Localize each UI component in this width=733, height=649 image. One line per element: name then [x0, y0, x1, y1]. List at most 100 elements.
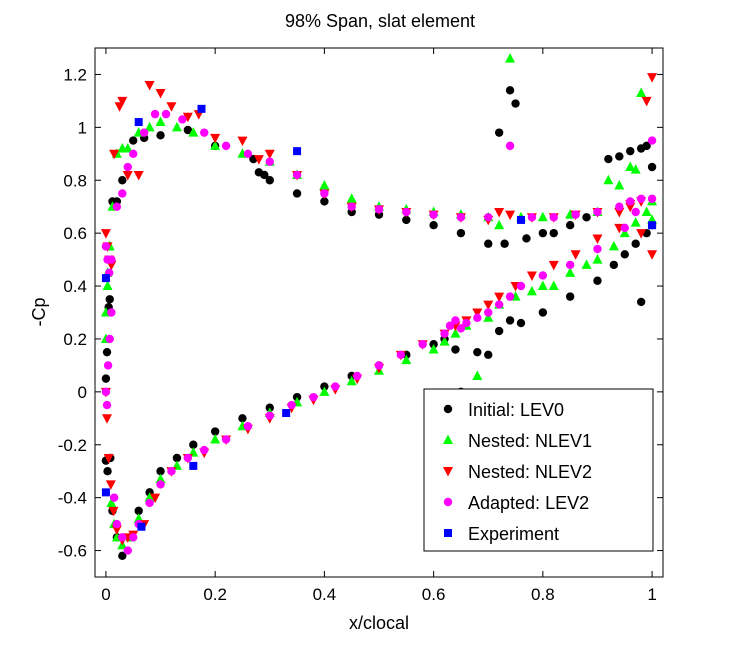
- data-point: [548, 260, 559, 271]
- data-point: [117, 96, 128, 107]
- legend-label: Adapted: LEV2: [468, 493, 589, 513]
- data-point: [200, 128, 209, 137]
- data-point: [516, 281, 526, 291]
- data-point: [347, 202, 356, 211]
- data-point: [102, 414, 113, 424]
- data-point: [320, 189, 329, 198]
- data-point: [456, 324, 466, 333]
- data-point: [456, 213, 466, 222]
- data-point: [331, 382, 340, 391]
- y-tick-label: 0.4: [63, 277, 87, 296]
- data-point: [197, 104, 206, 113]
- data-point: [537, 280, 548, 291]
- data-point: [549, 213, 558, 222]
- data-point: [144, 81, 155, 91]
- data-point: [462, 318, 471, 328]
- data-point: [505, 53, 516, 63]
- data-point: [609, 260, 619, 270]
- legend-label: Experiment: [468, 524, 559, 544]
- data-point: [237, 136, 248, 147]
- data-point: [494, 326, 504, 336]
- data-point: [647, 194, 657, 203]
- data-point: [620, 223, 629, 233]
- data-point: [505, 86, 515, 95]
- data-point: [243, 149, 253, 158]
- data-point: [636, 87, 647, 97]
- data-point: [346, 375, 357, 386]
- data-point: [526, 271, 537, 281]
- data-point: [626, 197, 635, 206]
- data-point: [118, 533, 127, 542]
- data-point: [472, 370, 483, 380]
- data-point: [167, 467, 176, 476]
- data-point: [526, 285, 537, 296]
- data-point: [171, 121, 182, 132]
- data-point: [108, 506, 119, 517]
- data-point: [456, 228, 466, 238]
- data-point: [494, 128, 504, 137]
- data-point: [396, 350, 406, 360]
- data-point: [103, 467, 112, 476]
- data-point: [221, 435, 231, 444]
- data-point: [648, 221, 657, 230]
- data-point: [264, 149, 275, 160]
- data-point: [320, 197, 329, 206]
- x-tick-label: 0.8: [531, 585, 555, 604]
- data-point: [484, 350, 493, 360]
- data-point: [134, 506, 143, 516]
- data-point: [571, 210, 580, 219]
- y-tick-label: 0.8: [63, 171, 87, 190]
- data-point: [293, 147, 302, 156]
- data-point: [472, 308, 483, 318]
- data-point: [238, 414, 247, 423]
- data-point: [565, 267, 576, 277]
- data-point: [103, 453, 114, 464]
- data-point: [494, 219, 505, 230]
- data-point: [565, 292, 575, 301]
- y-tick-label: 0.2: [63, 330, 87, 349]
- legend-marker: [443, 497, 453, 507]
- y-axis-label: -Cp: [29, 297, 49, 326]
- data-point: [581, 259, 592, 269]
- data-point: [102, 347, 112, 357]
- data-point: [445, 321, 455, 330]
- data-point: [439, 336, 450, 346]
- data-point: [129, 149, 138, 158]
- data-point: [253, 155, 264, 165]
- data-point: [155, 116, 166, 127]
- data-point: [418, 340, 427, 349]
- data-point: [155, 473, 166, 484]
- data-point: [210, 427, 220, 436]
- data-point: [118, 551, 127, 561]
- data-point: [500, 239, 509, 248]
- data-point: [172, 453, 182, 463]
- data-point: [210, 433, 221, 444]
- data-point: [494, 292, 505, 303]
- data-point: [183, 453, 193, 463]
- data-point: [188, 127, 199, 137]
- data-point: [647, 250, 658, 260]
- data-point: [538, 271, 548, 280]
- data-point: [451, 345, 460, 354]
- data-point: [374, 205, 384, 214]
- data-point: [450, 328, 461, 338]
- data-point: [144, 121, 155, 132]
- x-tick-label: 0.4: [313, 585, 337, 604]
- data-point: [122, 170, 133, 181]
- chart-title: 98% Span, slat element: [285, 11, 475, 31]
- data-point: [137, 522, 146, 531]
- data-point: [630, 217, 641, 227]
- data-point: [155, 88, 166, 99]
- data-point: [260, 170, 269, 180]
- legend-label: Nested: NLEV2: [468, 462, 592, 482]
- data-point: [189, 440, 198, 449]
- x-axis-label: x/clocal: [349, 613, 409, 633]
- data-point: [100, 229, 111, 239]
- data-point: [109, 149, 120, 160]
- legend-label: Initial: LEV0: [468, 400, 564, 420]
- data-point: [287, 400, 296, 410]
- data-point: [133, 170, 144, 181]
- x-tick-label: 1: [647, 585, 656, 604]
- data-point: [144, 492, 155, 502]
- data-point: [221, 141, 231, 151]
